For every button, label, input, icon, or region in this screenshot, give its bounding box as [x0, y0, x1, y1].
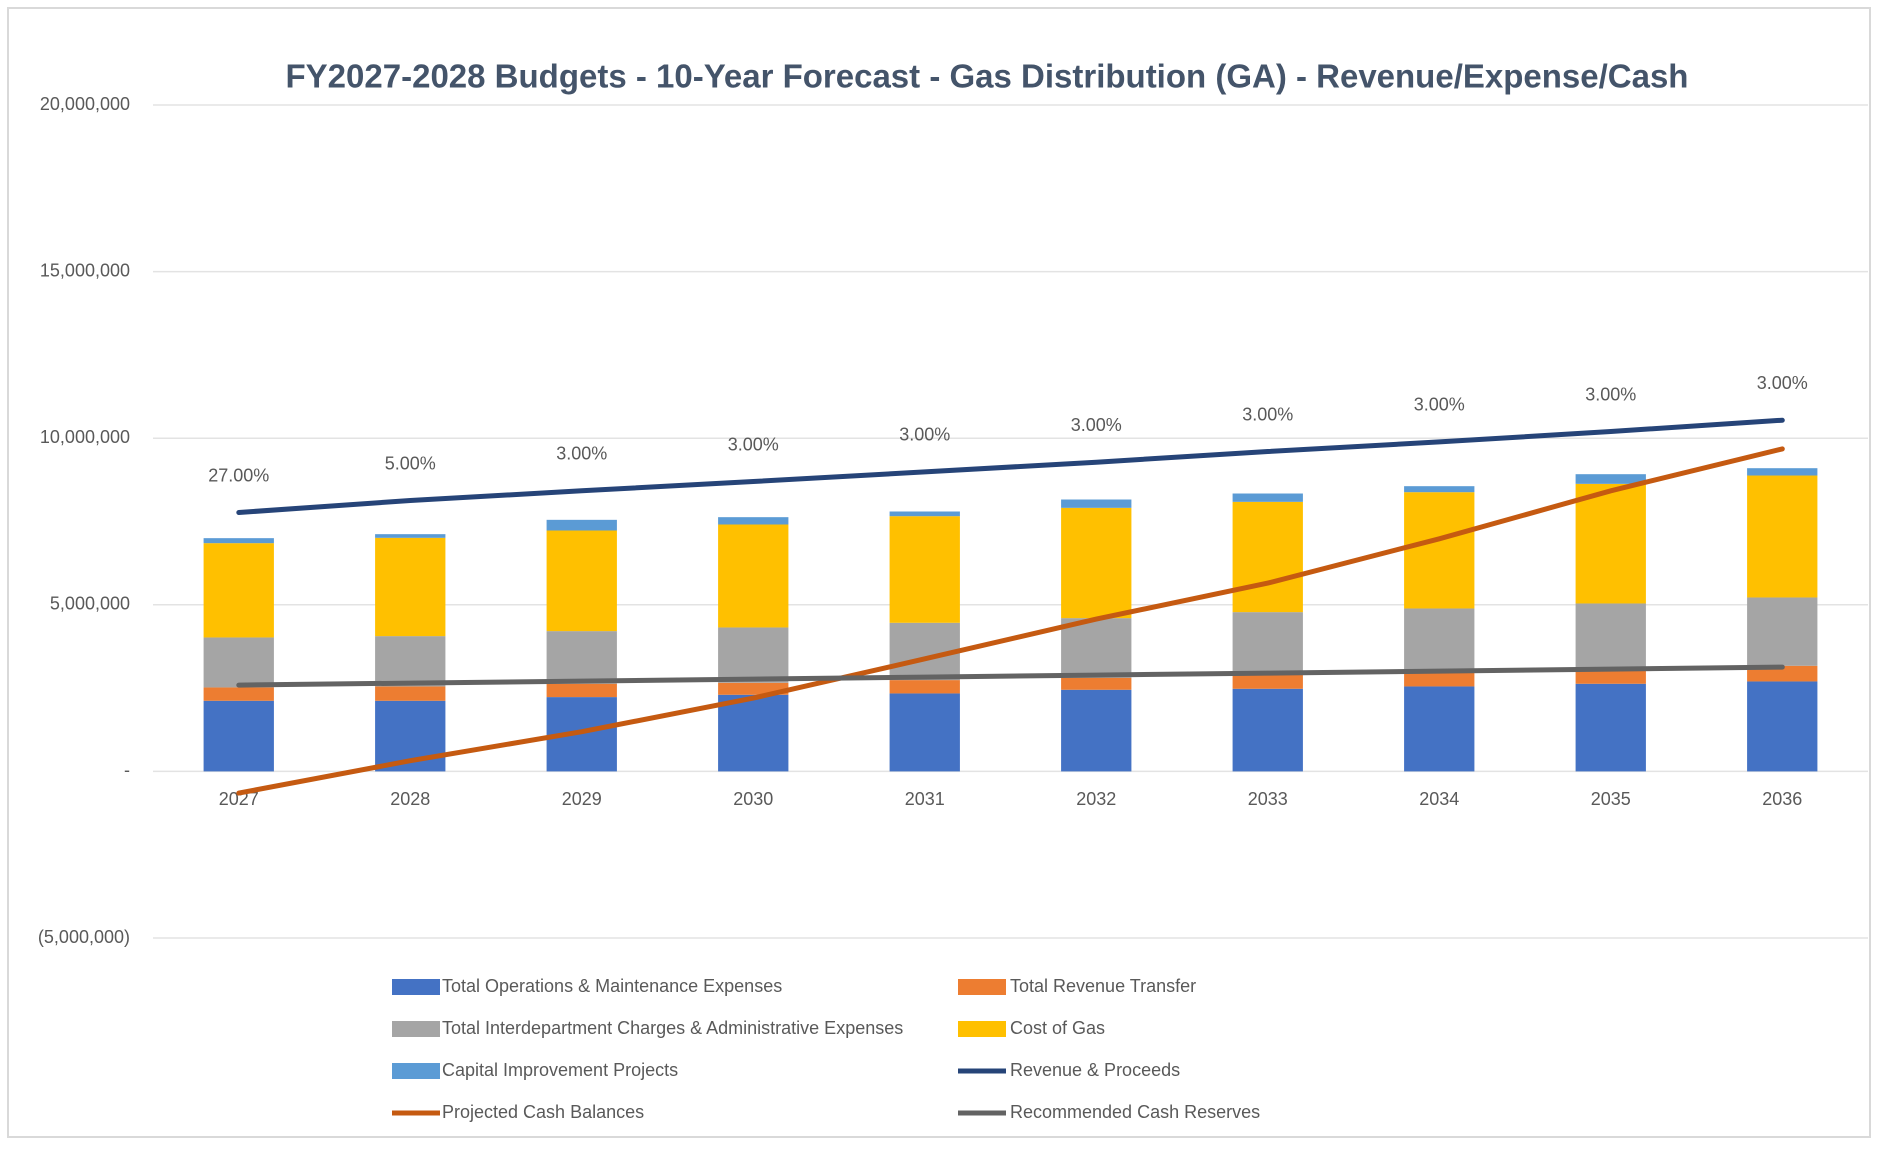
y-tick-label: 10,000,000	[40, 427, 130, 447]
bar-segment	[1061, 618, 1132, 678]
bar-segment	[718, 694, 789, 772]
bar-segment	[1232, 688, 1303, 772]
bar-segment	[718, 627, 789, 683]
bar-segment	[203, 637, 274, 688]
bar-segment	[718, 517, 789, 525]
x-tick-label: 2027	[219, 789, 259, 809]
bar-segment	[375, 534, 446, 538]
bar-segment	[375, 636, 446, 687]
bar-segment	[889, 693, 960, 772]
bar-segment	[1404, 608, 1475, 672]
bar-segment	[1575, 603, 1646, 671]
growth-annotation: 5.00%	[385, 453, 436, 473]
legend-label: Revenue & Proceeds	[1010, 1060, 1180, 1080]
bar-segment	[1404, 686, 1475, 772]
growth-annotation: 3.00%	[728, 434, 779, 454]
bar-segment	[1575, 483, 1646, 604]
x-tick-label: 2035	[1591, 789, 1631, 809]
legend-swatch	[392, 1063, 440, 1079]
bar-segment	[375, 686, 446, 701]
y-tick-label: 15,000,000	[40, 260, 130, 280]
legend-swatch	[958, 979, 1006, 995]
bar-segment	[1404, 671, 1475, 687]
bar-segment	[889, 680, 960, 694]
x-tick-label: 2036	[1762, 789, 1802, 809]
x-tick-label: 2034	[1419, 789, 1459, 809]
line-series	[236, 446, 1785, 796]
legend-label: Projected Cash Balances	[442, 1102, 644, 1122]
bar-segment	[1232, 674, 1303, 689]
bar-segment	[718, 524, 789, 628]
bar-segment	[718, 682, 789, 695]
bar-segment	[1575, 670, 1646, 684]
x-tick-label: 2032	[1076, 789, 1116, 809]
bar-segment	[546, 683, 617, 698]
bar-segment	[375, 537, 446, 637]
growth-annotation: 3.00%	[1242, 404, 1293, 424]
legend-swatch	[392, 1021, 440, 1037]
bar-segment	[546, 519, 617, 531]
bar-segment	[1747, 468, 1818, 476]
bar-segment	[1747, 681, 1818, 772]
bar-segment	[1747, 475, 1818, 598]
growth-annotation: 3.00%	[1757, 373, 1808, 393]
growth-annotation: 27.00%	[208, 465, 269, 485]
bar-segment	[1061, 677, 1132, 690]
legend-label: Capital Improvement Projects	[442, 1060, 678, 1080]
bar-segment	[1061, 507, 1132, 619]
bar-segment	[203, 687, 274, 701]
bar-segment	[203, 700, 274, 772]
bar-segment	[1061, 689, 1132, 772]
bar-segment	[546, 631, 617, 684]
y-tick-label: -	[124, 760, 130, 780]
x-tick-label: 2028	[390, 789, 430, 809]
legend-swatch	[392, 979, 440, 995]
x-tick-label: 2030	[733, 789, 773, 809]
legend-label: Cost of Gas	[1010, 1018, 1105, 1038]
bar-segment	[1232, 501, 1303, 613]
growth-annotation: 3.00%	[556, 444, 607, 464]
line-series	[236, 417, 1785, 515]
legend-label: Total Revenue Transfer	[1010, 976, 1196, 996]
bar-segment	[203, 538, 274, 544]
bar-segment	[1747, 597, 1818, 666]
x-tick-label: 2029	[562, 789, 602, 809]
legend-label: Total Operations & Maintenance Expenses	[442, 976, 782, 996]
y-tick-label: 5,000,000	[50, 594, 130, 614]
bar-segment	[1404, 492, 1475, 609]
bar-segment	[1232, 493, 1303, 502]
x-tick-label: 2033	[1248, 789, 1288, 809]
growth-annotation: 3.00%	[899, 425, 950, 445]
bar-segment	[1575, 474, 1646, 484]
growth-annotation: 3.00%	[1071, 415, 1122, 435]
y-tick-label: 20,000,000	[40, 94, 130, 114]
bar-segment	[1232, 612, 1303, 675]
line-series	[236, 664, 1785, 688]
growth-annotation: 3.00%	[1585, 384, 1636, 404]
y-tick-label: (5,000,000)	[38, 927, 130, 947]
legend-label: Total Interdepartment Charges & Administ…	[442, 1018, 903, 1038]
bar-segment	[889, 516, 960, 623]
bar-segment	[203, 543, 274, 638]
chart-title: FY2027-2028 Budgets - 10-Year Forecast -…	[286, 58, 1689, 95]
x-tick-label: 2031	[905, 789, 945, 809]
bar-segment	[889, 511, 960, 517]
bar-segment	[546, 530, 617, 632]
legend-label: Recommended Cash Reserves	[1010, 1102, 1260, 1122]
bar-segment	[1404, 486, 1475, 493]
legend-swatch	[958, 1021, 1006, 1037]
bar-segment	[1575, 683, 1646, 772]
growth-annotation: 3.00%	[1414, 395, 1465, 415]
bar-segment	[1061, 499, 1132, 508]
